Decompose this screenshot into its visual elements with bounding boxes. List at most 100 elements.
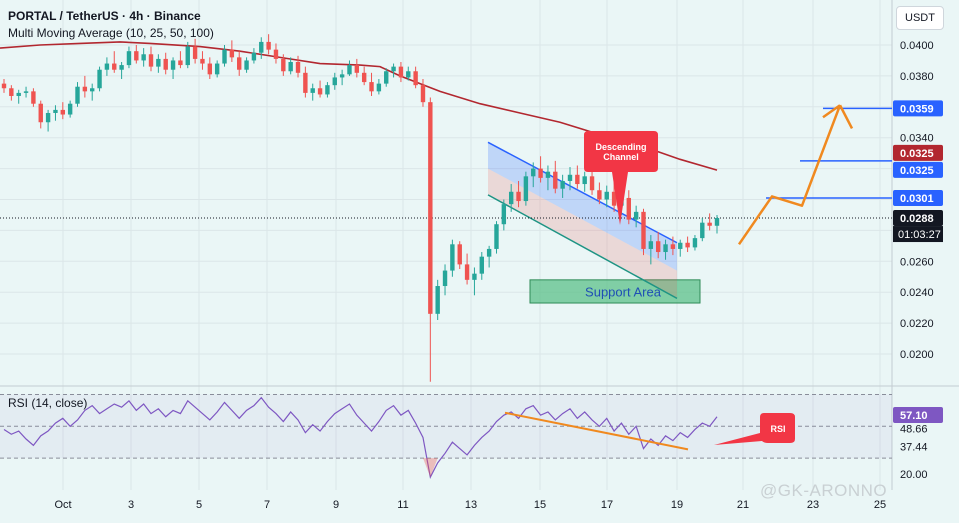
price-label: 0.0325	[893, 161, 943, 178]
candle	[53, 105, 58, 121]
candle-body	[214, 63, 220, 75]
candle-body	[707, 222, 712, 226]
candle	[442, 264, 448, 296]
candle-body	[442, 270, 448, 287]
candle-body	[185, 46, 190, 66]
candle-body	[516, 191, 521, 202]
channel-callout: Descending Channel	[584, 131, 658, 225]
candle-body	[354, 65, 360, 73]
candle-body	[200, 58, 205, 64]
candle-body	[244, 60, 249, 70]
candle	[148, 46, 154, 72]
candle	[332, 72, 337, 90]
candle	[303, 66, 308, 98]
candle-body	[413, 71, 418, 86]
candle-body	[273, 49, 279, 59]
price-label-text: 0.0359	[900, 103, 934, 115]
candle-body	[251, 52, 257, 61]
candle-body	[494, 224, 499, 249]
candle-body	[369, 82, 374, 92]
candle-body	[38, 103, 43, 123]
candle	[295, 55, 301, 78]
candle-body	[626, 197, 631, 220]
candle-body	[82, 86, 88, 92]
candle-body	[97, 69, 102, 89]
candle	[450, 239, 455, 277]
countdown-box	[893, 226, 943, 243]
x-tick-label: 25	[874, 499, 886, 511]
countdown-label: 01:03:27	[893, 226, 943, 243]
candle	[626, 190, 631, 225]
candle	[633, 205, 639, 228]
candle	[464, 253, 470, 285]
candle	[560, 174, 565, 198]
x-tick-label: 23	[807, 499, 819, 511]
y-tick-label: 0.0400	[900, 40, 934, 52]
candle	[501, 199, 507, 231]
candle	[406, 66, 411, 81]
currency-button[interactable]: USDT	[896, 6, 944, 30]
candle	[567, 167, 573, 191]
candle	[237, 51, 242, 76]
candle	[273, 43, 279, 64]
candle-body	[384, 71, 389, 84]
candle-body	[545, 171, 551, 178]
candle-body	[266, 41, 271, 50]
candle-body	[148, 54, 154, 67]
channel-callout-shape	[584, 131, 658, 225]
candle	[369, 72, 374, 96]
candle	[376, 78, 382, 95]
candle-body	[339, 74, 345, 78]
candle-body	[633, 211, 639, 220]
candle-body	[678, 242, 683, 249]
candle-body	[104, 63, 110, 70]
candle	[604, 185, 609, 208]
rsi-header: RSI (14, close)	[8, 396, 88, 410]
candle-body	[178, 60, 183, 66]
candle-body	[420, 85, 426, 103]
candle	[597, 182, 602, 205]
candle	[75, 82, 80, 107]
candle-body	[531, 168, 536, 177]
indicator-label: Multi Moving Average (10, 25, 50, 100)	[8, 26, 214, 40]
candle	[655, 231, 661, 259]
candle	[266, 34, 271, 55]
candle-body	[295, 61, 301, 73]
x-tick-label: 3	[128, 499, 134, 511]
x-tick-label: 17	[601, 499, 613, 511]
candle	[589, 168, 595, 195]
candle-body	[597, 190, 602, 200]
rsi-callout-shape	[714, 413, 795, 445]
candle	[486, 245, 492, 268]
candle-body	[31, 91, 36, 104]
candle	[1, 78, 7, 93]
rsi-tick-label: 20.00	[900, 469, 928, 481]
candle-body	[281, 58, 286, 72]
candle	[244, 57, 249, 73]
candle	[325, 82, 330, 98]
rsi-value-box	[893, 407, 943, 423]
x-tick-label: 15	[534, 499, 546, 511]
candle-body	[229, 49, 235, 58]
x-tick-label: 11	[397, 499, 408, 511]
candle	[420, 78, 426, 107]
candle	[391, 63, 396, 78]
candle-body	[611, 191, 617, 206]
candle-body	[303, 72, 308, 93]
candle-body	[112, 63, 117, 70]
candle-body	[560, 180, 565, 189]
candle	[67, 100, 73, 118]
candle-body	[472, 273, 477, 280]
candle	[281, 54, 286, 76]
candle-body	[1, 83, 7, 89]
candle-body	[163, 58, 168, 70]
candle-body	[119, 65, 124, 70]
candle	[126, 46, 132, 69]
candle-body	[9, 88, 14, 96]
candle	[229, 40, 235, 62]
candle-body	[53, 109, 58, 113]
candle	[545, 165, 551, 191]
rsi-callout: RSI	[714, 413, 795, 445]
